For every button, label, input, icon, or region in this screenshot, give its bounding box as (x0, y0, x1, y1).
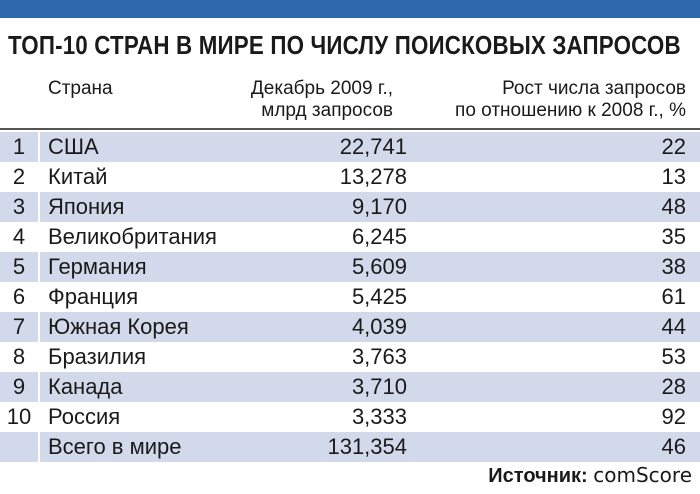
row-growth: 53 (661, 344, 686, 369)
row-queries: 3,763 (351, 344, 407, 369)
table-row: 10 Россия 3,333 92 (0, 402, 700, 432)
table-row: 9 Канада 3,710 28 (0, 372, 700, 402)
row-growth: 22 (661, 134, 686, 159)
header-divider (0, 128, 700, 130)
table-row: 3 Япония 9,170 48 (0, 192, 700, 222)
row-queries: 4,039 (351, 314, 407, 339)
column-separator (38, 252, 40, 282)
table-row: 2 Китай 13,278 13 (0, 162, 700, 192)
row-rank: 8 (12, 344, 26, 369)
row-growth: 92 (661, 404, 686, 429)
table-body: 1 США 22,741 22 2 Китай 13,278 13 3 Япон… (0, 132, 700, 462)
source-label: Источник: (488, 465, 588, 487)
row-country: Китай (48, 164, 108, 189)
column-header-growth: Рост числа запросов по отношению к 2008 … (455, 78, 686, 122)
row-country: США (48, 134, 99, 159)
row-country: Южная Корея (48, 314, 189, 339)
column-separator (38, 132, 40, 162)
row-queries: 131,354 (327, 434, 407, 459)
row-queries: 5,425 (351, 284, 407, 309)
column-header-december-line2: млрд запросов (261, 100, 393, 121)
table-row: 8 Бразилия 3,763 53 (0, 342, 700, 372)
column-header-growth-line2: по отношению к 2008 г., % (455, 100, 686, 121)
row-rank: 10 (6, 404, 32, 429)
table-row: 1 США 22,741 22 (0, 132, 700, 162)
row-growth: 48 (661, 194, 686, 219)
table-row: 5 Германия 5,609 38 (0, 252, 700, 282)
row-country: Бразилия (48, 344, 147, 369)
column-header-country-label: Страна (48, 78, 113, 99)
top-accent-bar (0, 0, 700, 18)
row-queries: 5,609 (351, 254, 407, 279)
row-rank: 7 (12, 314, 26, 339)
source-name: comScore (593, 463, 692, 487)
column-header-country: Страна (48, 78, 113, 100)
row-queries: 22,741 (339, 134, 407, 159)
row-rank: 3 (12, 194, 26, 219)
table-row: 4 Великобритания 6,245 35 (0, 222, 700, 252)
row-queries: 3,333 (351, 404, 407, 429)
row-country: Великобритания (48, 224, 217, 249)
column-header-december-line1: Декабрь 2009 г., (250, 78, 393, 99)
row-country: Германия (48, 254, 147, 279)
row-rank: 9 (12, 374, 26, 399)
row-rank: 6 (12, 284, 26, 309)
row-rank: 4 (12, 224, 26, 249)
row-growth: 44 (661, 314, 686, 339)
row-rank: 1 (12, 134, 26, 159)
column-header-growth-line1: Рост числа запросов (502, 78, 686, 99)
row-country: Япония (48, 194, 125, 219)
row-country: Россия (48, 404, 121, 429)
row-growth: 28 (661, 374, 686, 399)
row-growth: 38 (661, 254, 686, 279)
row-growth: 35 (661, 224, 686, 249)
table-row: 7 Южная Корея 4,039 44 (0, 312, 700, 342)
row-rank: 2 (12, 164, 26, 189)
row-rank: 5 (12, 254, 26, 279)
column-separator (38, 192, 40, 222)
row-growth: 46 (661, 434, 686, 459)
row-queries: 9,170 (351, 194, 407, 219)
column-separator (38, 432, 40, 462)
table-title: ТОП-10 СТРАН В МИРЕ ПО ЧИСЛУ ПОИСКОВЫХ З… (8, 30, 681, 60)
column-separator (38, 312, 40, 342)
row-country: Франция (48, 284, 139, 309)
table-row-total: Всего в мире 131,354 46 (0, 432, 700, 462)
row-country: Канада (48, 374, 123, 399)
table-row: 6 Франция 5,425 61 (0, 282, 700, 312)
row-country: Всего в мире (48, 434, 182, 459)
source-credit: Источник: comScore (488, 463, 692, 488)
row-queries: 3,710 (351, 374, 407, 399)
column-header-december: Декабрь 2009 г., млрд запросов (251, 78, 393, 122)
row-growth: 13 (661, 164, 686, 189)
row-growth: 61 (661, 284, 686, 309)
column-separator (38, 372, 40, 402)
row-queries: 6,245 (351, 224, 407, 249)
row-queries: 13,278 (339, 164, 407, 189)
